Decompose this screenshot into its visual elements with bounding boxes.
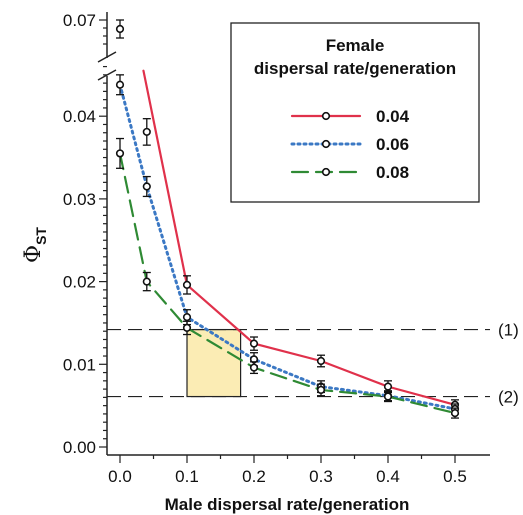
data-point <box>182 313 192 322</box>
data-point <box>182 323 192 333</box>
data-point <box>316 356 326 366</box>
data-point <box>142 277 151 286</box>
shaded-region-layer <box>186 328 242 398</box>
data-point <box>450 408 460 418</box>
data-point <box>115 80 125 89</box>
y-tick-label: 0.02 <box>63 273 96 292</box>
data-point <box>249 339 259 348</box>
legend-title-line1: Female <box>326 36 385 55</box>
y-tick-label: 0.04 <box>63 107 96 126</box>
legend-marker <box>321 139 331 149</box>
legend-title-line2: dispersal rate/generation <box>254 59 456 78</box>
axis-break-mark-upper <box>97 51 117 63</box>
data-point <box>182 280 192 290</box>
data-point <box>142 182 151 191</box>
x-tick-label: 0.4 <box>376 467 400 486</box>
data-point <box>115 149 125 158</box>
points-layer <box>115 19 460 419</box>
legend: Female dispersal rate/generation 0.04 0.0… <box>230 22 480 203</box>
data-point <box>316 385 326 395</box>
legend-label: 0.08 <box>376 163 409 182</box>
y-break-tick-label: 0.07 <box>63 11 96 30</box>
data-point <box>115 24 125 34</box>
reference-line-label: (2) <box>498 388 519 407</box>
y-ticks: 0.00 0.01 0.02 0.03 0.04 <box>63 19 107 457</box>
reference-line-label: (1) <box>498 321 519 340</box>
shaded-region <box>186 328 242 398</box>
series-line <box>142 69 457 406</box>
y-tick-label: 0.01 <box>63 355 96 374</box>
legend-marker <box>321 167 331 177</box>
y-tick-label: 0.03 <box>63 190 96 209</box>
data-point <box>142 127 151 137</box>
x-tick-label: 0.3 <box>309 467 333 486</box>
data-point <box>383 392 393 401</box>
x-tick-label: 0.2 <box>242 467 266 486</box>
y-axis-title: ΦST <box>21 227 49 263</box>
y-tick-label: 0.00 <box>63 438 96 457</box>
legend-marker <box>321 111 331 121</box>
data-point <box>383 382 393 391</box>
data-point <box>249 363 259 372</box>
x-ticks: 0.0 0.1 0.2 0.3 0.4 0.5 <box>108 455 467 486</box>
x-tick-label: 0.1 <box>175 467 199 486</box>
legend-label: 0.06 <box>376 135 409 154</box>
x-axis-title: Male dispersal rate/generation <box>165 495 410 514</box>
x-tick-label: 0.0 <box>108 467 132 486</box>
x-tick-label: 0.5 <box>443 467 467 486</box>
reference-lines-layer: (1) (2) <box>107 321 519 407</box>
legend-label: 0.04 <box>376 107 410 126</box>
